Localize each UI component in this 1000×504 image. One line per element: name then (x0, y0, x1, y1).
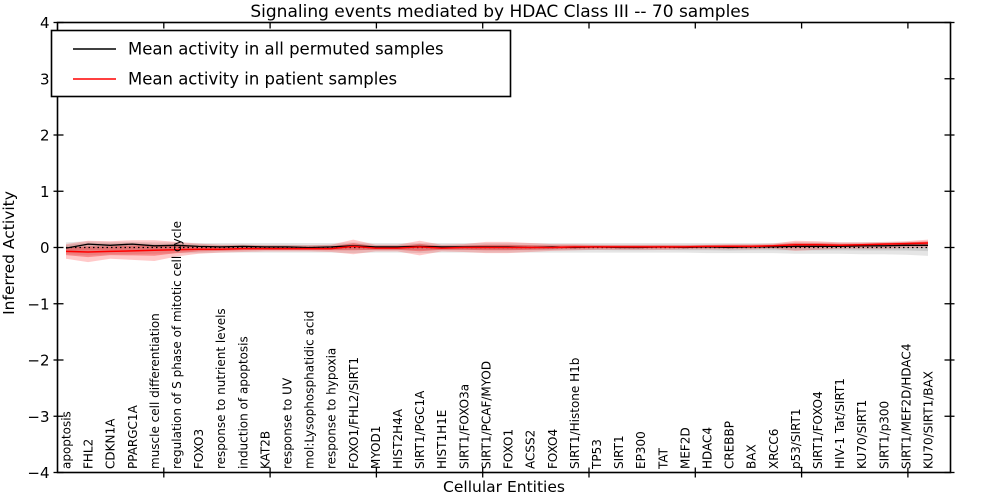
category-label: HDAC4 (701, 427, 715, 469)
plot-frame (56, 21, 952, 474)
category-label: KU70/SIRT1 (855, 400, 869, 469)
category-label: response to nutrient levels (214, 308, 228, 469)
category-label: HIV-1 Tat/SIRT1 (833, 378, 847, 469)
y-tick-label: 4 (40, 14, 50, 32)
category-label: ACSS2 (524, 430, 538, 469)
category-label: CDKN1A (104, 418, 118, 469)
category-label: XRCC6 (767, 429, 781, 469)
category-label: apoptosis (60, 411, 74, 469)
category-label: FOXO1 (502, 429, 516, 469)
y-tick-label: 2 (40, 127, 50, 145)
category-label: MEF2D (678, 427, 692, 469)
y-tick-label: 3 (40, 70, 50, 88)
y-tick-label: −3 (27, 408, 49, 426)
category-label: FOXO1/FHL2/SIRT1 (347, 357, 361, 469)
category-label: response to UV (281, 377, 295, 469)
category-label: SIRT1/PGC1A (413, 390, 427, 469)
patient-band-inner (66, 241, 928, 258)
category-label: mol:Lysophosphatidic acid (303, 311, 317, 469)
y-tick-label: −2 (27, 352, 49, 370)
permuted-band-outer (66, 241, 928, 256)
category-label: FHL2 (82, 439, 96, 469)
category-label: CREBBP (723, 421, 737, 469)
y-tick-label: 0 (40, 239, 50, 257)
legend: Mean activity in all permuted samples Me… (50, 29, 512, 98)
category-label: SIRT1/Histone H1b (568, 358, 582, 469)
chart-title: Signaling events mediated by HDAC Class … (250, 2, 749, 22)
category-label: SIRT1/FOXO3a (457, 384, 471, 469)
y-axis-title: Inferred Activity (0, 191, 18, 315)
category-label: SIRT1/p300 (877, 401, 891, 469)
x-axis-title: Cellular Entities (443, 478, 565, 496)
category-label: SIRT1/FOXO4 (811, 391, 825, 469)
category-label: response to hypoxia (325, 348, 339, 469)
category-label: induction of apoptosis (236, 336, 250, 469)
y-tick-label: −4 (27, 464, 49, 482)
category-label: regulation of S phase of mitotic cell cy… (170, 221, 184, 469)
category-label: TAT (656, 447, 670, 470)
plot-area: 4 3 2 1 0 −1 −2 −3 −4 apoptosis FHL2 CDKN1A PPARGC1A… (27, 14, 955, 482)
category-label: p53/SIRT1 (789, 408, 803, 469)
category-label: FOXO4 (546, 429, 560, 469)
category-label: HIST2H4A (391, 408, 405, 469)
y-tick-label: 1 (40, 183, 50, 201)
patient-mean-line (65, 242, 929, 253)
category-label: SIRT1/MEF2D/HDAC4 (899, 344, 913, 469)
legend-box (50, 29, 512, 98)
category-label: SIRT1 (612, 435, 626, 469)
category-label: PPARGC1A (126, 404, 140, 469)
category-label: KAT2B (258, 431, 272, 469)
legend-label-permuted: Mean activity in all permuted samples (128, 40, 444, 59)
category-label: muscle cell differentiation (148, 313, 162, 469)
category-label: KU70/SIRT1/BAX (922, 371, 936, 469)
y-tick-label: −1 (27, 295, 49, 313)
category-label: HIST1H1E (435, 410, 449, 469)
legend-label-patient: Mean activity in patient samples (128, 70, 397, 89)
category-label: MYOD1 (369, 426, 383, 469)
patient-band-outer (66, 239, 928, 263)
category-label: TP53 (590, 439, 604, 470)
category-label: BAX (745, 444, 759, 469)
category-label: SIRT1/PCAF/MYOD (479, 361, 493, 469)
category-label: EP300 (634, 431, 648, 469)
category-label: FOXO3 (192, 429, 206, 469)
